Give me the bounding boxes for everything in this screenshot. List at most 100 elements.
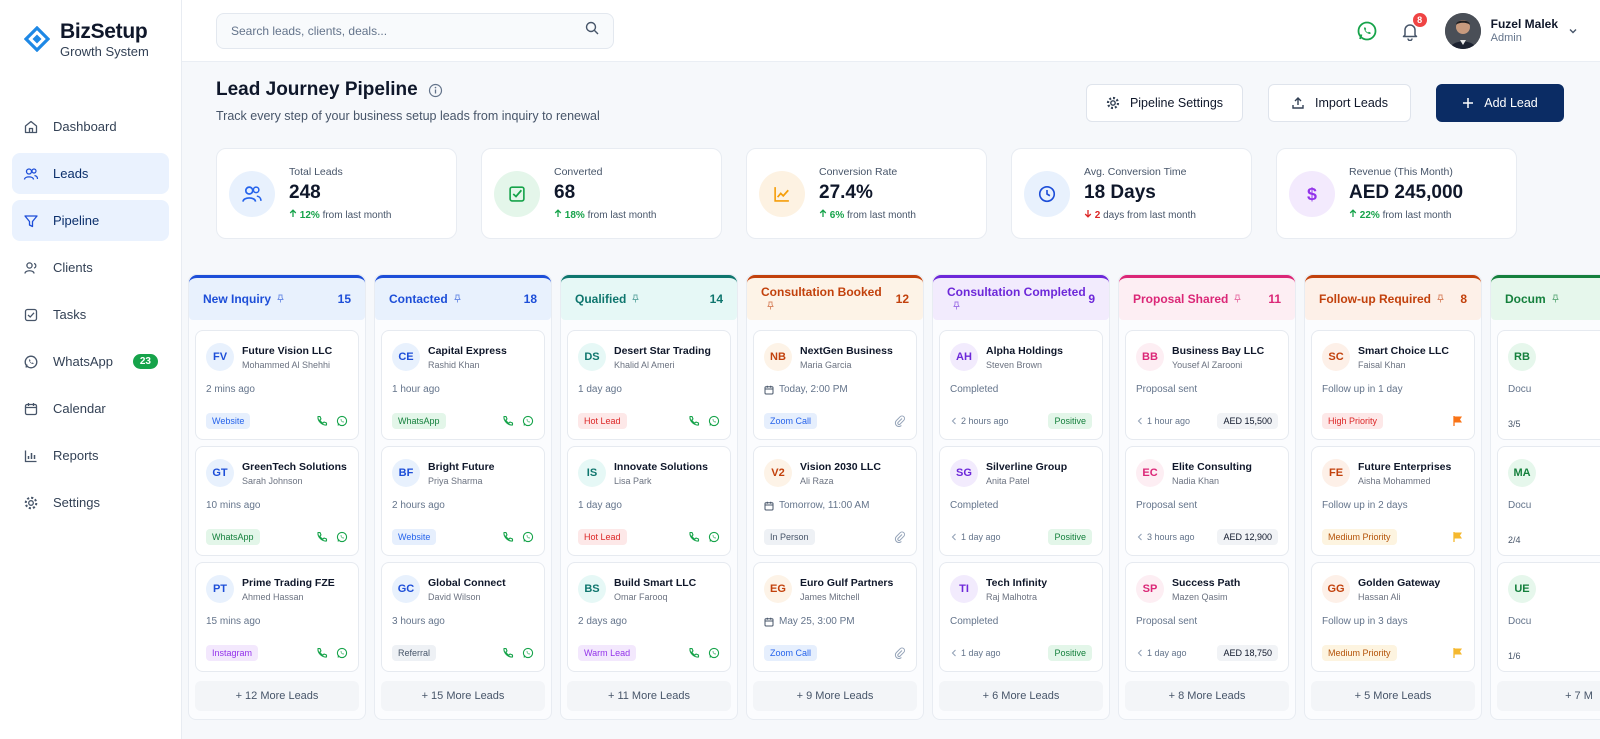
sidebar-item-whatsapp[interactable]: WhatsApp 23 xyxy=(12,341,169,382)
more-leads-button[interactable]: + 5 More Leads xyxy=(1311,681,1475,711)
lead-card[interactable]: V2 Vision 2030 LLC Ali Raza Tomorrow, 11… xyxy=(753,446,917,556)
whatsapp-icon[interactable] xyxy=(708,531,720,543)
pin-icon[interactable] xyxy=(766,301,775,313)
brand[interactable]: BizSetup Growth System xyxy=(0,0,181,78)
more-leads-button[interactable]: + 11 More Leads xyxy=(567,681,731,711)
lead-card[interactable]: BB Business Bay LLC Yousef Al Zarooni Pr… xyxy=(1125,330,1289,440)
pin-icon[interactable] xyxy=(1233,294,1242,306)
lead-card[interactable]: IS Innovate Solutions Lisa Park 1 day ag… xyxy=(567,446,731,556)
lead-card[interactable]: BS Build Smart LLC Omar Farooq 2 days ag… xyxy=(567,562,731,672)
column-header[interactable]: Qualified 14 xyxy=(561,275,737,320)
lead-avatar: PT xyxy=(206,575,234,603)
info-icon[interactable] xyxy=(428,83,443,98)
phone-icon[interactable] xyxy=(688,647,700,659)
lead-card[interactable]: AH Alpha Holdings Steven Brown Completed… xyxy=(939,330,1103,440)
flag-icon[interactable] xyxy=(1452,647,1464,659)
more-leads-button[interactable]: + 7 M xyxy=(1497,681,1600,711)
attachment-icon[interactable] xyxy=(894,415,906,427)
lead-card[interactable]: EC Elite Consulting Nadia Khan Proposal … xyxy=(1125,446,1289,556)
whatsapp-icon[interactable] xyxy=(708,647,720,659)
pin-icon[interactable] xyxy=(952,301,961,313)
pin-icon[interactable] xyxy=(453,294,462,306)
phone-icon[interactable] xyxy=(316,415,328,427)
whatsapp-icon[interactable] xyxy=(708,415,720,427)
lead-card[interactable]: TI Tech Infinity Raj Malhotra Completed … xyxy=(939,562,1103,672)
chevron-down-icon[interactable] xyxy=(1568,26,1578,36)
arrow-up-icon xyxy=(554,209,562,217)
lead-card[interactable]: FV Future Vision LLC Mohammed Al Shehhi … xyxy=(195,330,359,440)
import-leads-button[interactable]: Import Leads xyxy=(1268,84,1411,122)
whatsapp-icon[interactable] xyxy=(522,531,534,543)
whatsapp-icon[interactable] xyxy=(336,531,348,543)
lead-card[interactable]: NB NextGen Business Maria Garcia Today, … xyxy=(753,330,917,440)
lead-card[interactable]: GT GreenTech Solutions Sarah Johnson 10 … xyxy=(195,446,359,556)
user-info[interactable]: Fuzel Malek Admin xyxy=(1491,17,1558,46)
phone-icon[interactable] xyxy=(502,415,514,427)
column-header[interactable]: Contacted 18 xyxy=(375,275,551,320)
whatsapp-icon[interactable] xyxy=(1355,19,1379,43)
pin-icon[interactable] xyxy=(1551,294,1560,306)
sidebar-item-leads[interactable]: Leads xyxy=(12,153,169,194)
column-header[interactable]: Docum xyxy=(1491,275,1600,320)
lead-card[interactable]: UE Docu 1/6 xyxy=(1497,562,1600,672)
flag-icon[interactable] xyxy=(1452,531,1464,543)
column-header[interactable]: Follow-up Required 8 xyxy=(1305,275,1481,320)
sidebar-item-tasks[interactable]: Tasks xyxy=(12,294,169,335)
lead-card[interactable]: FE Future Enterprises Aisha Mohammed Fol… xyxy=(1311,446,1475,556)
attachment-icon[interactable] xyxy=(894,531,906,543)
pin-icon[interactable] xyxy=(631,294,640,306)
sidebar-item-reports[interactable]: Reports xyxy=(12,435,169,476)
more-leads-button[interactable]: + 8 More Leads xyxy=(1125,681,1289,711)
lead-card[interactable]: GC Global Connect David Wilson 3 hours a… xyxy=(381,562,545,672)
lead-card[interactable]: DS Desert Star Trading Khalid Al Ameri 1… xyxy=(567,330,731,440)
lead-card[interactable]: CE Capital Express Rashid Khan 1 hour ag… xyxy=(381,330,545,440)
column-header[interactable]: New Inquiry 15 xyxy=(189,275,365,320)
more-leads-button[interactable]: + 6 More Leads xyxy=(939,681,1103,711)
lead-card[interactable]: SG Silverline Group Anita Patel Complete… xyxy=(939,446,1103,556)
lead-card[interactable]: BF Bright Future Priya Sharma 2 hours ag… xyxy=(381,446,545,556)
pin-icon[interactable] xyxy=(1436,294,1445,306)
lead-avatar: DS xyxy=(578,343,606,371)
phone-icon[interactable] xyxy=(502,647,514,659)
bell-icon[interactable]: 8 xyxy=(1398,13,1427,43)
whatsapp-icon[interactable] xyxy=(336,647,348,659)
column-header[interactable]: Consultation Booked 12 xyxy=(747,275,923,320)
lead-card[interactable]: SP Success Path Mazen Qasim Proposal sen… xyxy=(1125,562,1289,672)
sidebar-item-dashboard[interactable]: Dashboard xyxy=(12,106,169,147)
column-header[interactable]: Proposal Shared 11 xyxy=(1119,275,1295,320)
pipeline-column: New Inquiry 15 FV Future Vision LLC Moha… xyxy=(188,274,366,720)
pipeline-settings-button[interactable]: Pipeline Settings xyxy=(1086,84,1243,122)
avatar[interactable] xyxy=(1444,13,1481,49)
search-bar[interactable] xyxy=(216,12,614,49)
whatsapp-icon[interactable] xyxy=(522,415,534,427)
phone-icon[interactable] xyxy=(502,531,514,543)
proposal-amount: AED 18,750 xyxy=(1217,645,1278,661)
sidebar-item-settings[interactable]: Settings xyxy=(12,482,169,523)
pin-icon[interactable] xyxy=(276,294,285,306)
lead-card[interactable]: SC Smart Choice LLC Faisal Khan Follow u… xyxy=(1311,330,1475,440)
phone-icon[interactable] xyxy=(688,531,700,543)
flag-icon[interactable] xyxy=(1452,415,1464,427)
search-icon[interactable] xyxy=(585,21,599,40)
lead-card[interactable]: PT Prime Trading FZE Ahmed Hassan 15 min… xyxy=(195,562,359,672)
column-header[interactable]: Consultation Completed 9 xyxy=(933,275,1109,320)
lead-card[interactable]: GG Golden Gateway Hassan Ali Follow up i… xyxy=(1311,562,1475,672)
more-leads-button[interactable]: + 9 More Leads xyxy=(753,681,917,711)
lead-card[interactable]: MA Docu 2/4 xyxy=(1497,446,1600,556)
sidebar-item-clients[interactable]: Clients xyxy=(12,247,169,288)
phone-icon[interactable] xyxy=(316,647,328,659)
lead-card[interactable]: RB Docu 3/5 xyxy=(1497,330,1600,440)
whatsapp-icon[interactable] xyxy=(336,415,348,427)
lead-card[interactable]: EG Euro Gulf Partners James Mitchell May… xyxy=(753,562,917,672)
phone-icon[interactable] xyxy=(316,531,328,543)
more-leads-button[interactable]: + 12 More Leads xyxy=(195,681,359,711)
sidebar-item-pipeline[interactable]: Pipeline xyxy=(12,200,169,241)
add-lead-button[interactable]: Add Lead xyxy=(1436,84,1564,122)
sidebar-item-calendar[interactable]: Calendar xyxy=(12,388,169,429)
more-leads-button[interactable]: + 15 More Leads xyxy=(381,681,545,711)
whatsapp-icon[interactable] xyxy=(522,647,534,659)
phone-icon[interactable] xyxy=(688,415,700,427)
search-input[interactable] xyxy=(231,23,561,38)
stat-label: Avg. Conversion Time xyxy=(1084,166,1187,178)
attachment-icon[interactable] xyxy=(894,647,906,659)
